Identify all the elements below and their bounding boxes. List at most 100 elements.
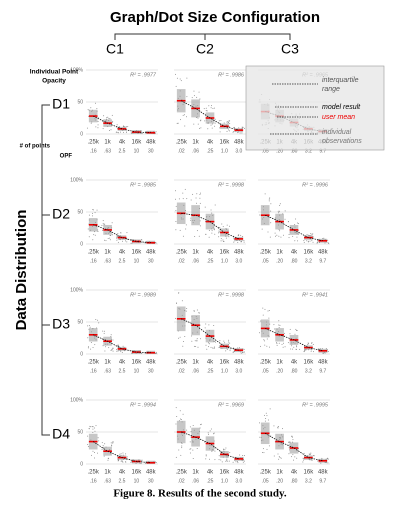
observation (199, 127, 201, 129)
observation (193, 310, 195, 312)
x-tick-label: 1k (276, 250, 283, 256)
observation (199, 225, 201, 227)
observation (296, 457, 298, 459)
opf-label: 10 (134, 478, 140, 484)
observation (279, 456, 281, 458)
x-tick-label: 1k (276, 360, 283, 366)
observation (104, 223, 106, 225)
x-tick-label: 16k (304, 360, 315, 366)
opf-label: .63 (104, 148, 111, 154)
observation (117, 241, 119, 243)
x-tick-label: .25k (176, 470, 188, 476)
y-tick-label: 50 (77, 319, 83, 325)
observation (107, 459, 109, 461)
observation (273, 324, 275, 326)
observation (97, 117, 99, 119)
observation (192, 193, 194, 195)
opf-label: 3.0 (235, 478, 242, 484)
x-tick-label: 16k (304, 470, 315, 476)
observation (205, 344, 207, 346)
observation (155, 352, 157, 354)
observation (186, 429, 188, 431)
observation (87, 435, 89, 437)
observation (277, 210, 279, 212)
observation (155, 461, 157, 463)
observation (229, 452, 231, 454)
observation (120, 460, 122, 462)
observation (237, 235, 239, 237)
observation (116, 348, 118, 350)
observation (221, 461, 223, 463)
r-squared: R² = .9986 (218, 72, 245, 78)
observation (205, 233, 207, 235)
observation (269, 346, 271, 348)
observation (269, 236, 271, 238)
observation (122, 240, 124, 242)
observation (276, 344, 278, 346)
observation (219, 340, 221, 342)
opf-label: 3.0 (235, 148, 242, 154)
observation (110, 129, 112, 131)
observation (317, 460, 319, 462)
x-tick-label: 16k (220, 470, 231, 476)
observation (92, 450, 94, 452)
observation (111, 444, 113, 446)
observation (281, 343, 283, 345)
x-tick-label: 48k (146, 470, 157, 476)
r-squared: R² = .9977 (130, 72, 157, 78)
y-tick-label: 0 (80, 461, 83, 467)
observation (295, 218, 297, 220)
observation (303, 459, 305, 461)
observation (178, 292, 180, 294)
observation (284, 346, 286, 348)
observation (214, 447, 216, 449)
observation (214, 233, 216, 235)
observation (308, 343, 310, 345)
observation (279, 324, 281, 326)
y-tick-label: 0 (80, 131, 83, 137)
observation (214, 125, 216, 127)
observation (206, 110, 208, 112)
opf-label: .25 (207, 258, 214, 264)
observation (303, 351, 305, 353)
observation (233, 347, 235, 349)
observation (92, 239, 94, 241)
observation (184, 336, 186, 338)
observation (102, 345, 104, 347)
observation (176, 416, 178, 418)
observation (279, 203, 281, 205)
opf-label: .16 (90, 478, 97, 484)
opf-label: 30 (148, 258, 154, 264)
observation (86, 127, 88, 129)
x-tick-label: .25k (88, 470, 100, 476)
observation (184, 188, 186, 190)
y-tick-label: 50 (77, 99, 83, 105)
x-tick-label: 16k (132, 250, 143, 256)
observation (130, 461, 132, 463)
observation (211, 347, 213, 349)
observation (218, 232, 220, 234)
legend-iqr: interquartile (322, 77, 359, 84)
observation (87, 228, 89, 230)
observation (218, 230, 220, 232)
observation (242, 461, 244, 463)
observation (226, 458, 228, 460)
observation (178, 337, 180, 339)
opf-label: .06 (192, 148, 199, 154)
observation (117, 132, 119, 134)
observation (182, 345, 184, 347)
model-line (181, 100, 239, 131)
observation (259, 436, 261, 438)
opf-label: OPF (60, 154, 73, 160)
observation (102, 128, 104, 130)
observation (208, 229, 210, 231)
x-tick-label: 4k (119, 250, 126, 256)
observation (121, 351, 123, 353)
row-label: D2 (52, 206, 70, 222)
x-tick-label: 16k (220, 360, 231, 366)
observation (261, 228, 263, 230)
observation (295, 348, 297, 350)
observation (303, 241, 305, 243)
observation (296, 222, 298, 224)
observation (189, 452, 191, 454)
